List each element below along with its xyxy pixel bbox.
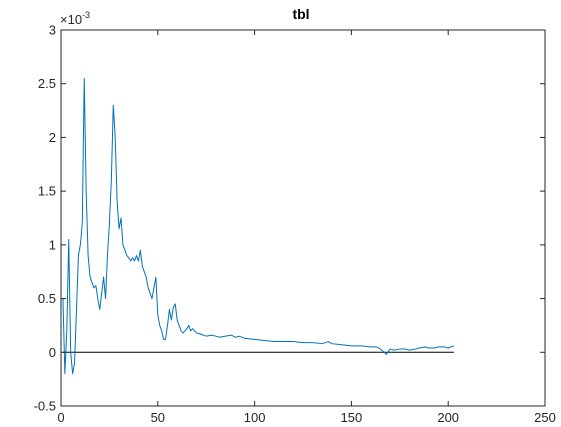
x-tick-label: 200 (437, 410, 459, 425)
series-line-0 (62, 77, 455, 375)
y-axis-exponent: ×10-3 (60, 10, 90, 27)
y-tick-label: 2.5 (38, 76, 56, 91)
y-tick-label: -0.5 (34, 399, 56, 414)
y-tick-label: 3 (49, 23, 56, 38)
y-exponent-power: -3 (82, 10, 90, 20)
y-tick-label: 0.5 (38, 291, 56, 306)
chart-title: tbl (292, 6, 309, 22)
x-tick-label: 100 (244, 410, 266, 425)
x-tick-label: 250 (534, 410, 556, 425)
y-tick-label: 0 (49, 345, 56, 360)
plot-area: 0 50 100 150 200 250-0.500.511.522.53 (34, 23, 556, 426)
y-tick-label: 1.5 (38, 184, 56, 199)
x-tick-label: 0 (57, 410, 64, 425)
axes-box (60, 29, 546, 407)
y-exponent-base: ×10 (60, 12, 82, 27)
x-tick-label: 50 (151, 410, 165, 425)
y-tick-label: 2 (49, 130, 56, 145)
x-tick-label: 150 (341, 410, 363, 425)
y-tick-label: 1 (49, 237, 56, 252)
